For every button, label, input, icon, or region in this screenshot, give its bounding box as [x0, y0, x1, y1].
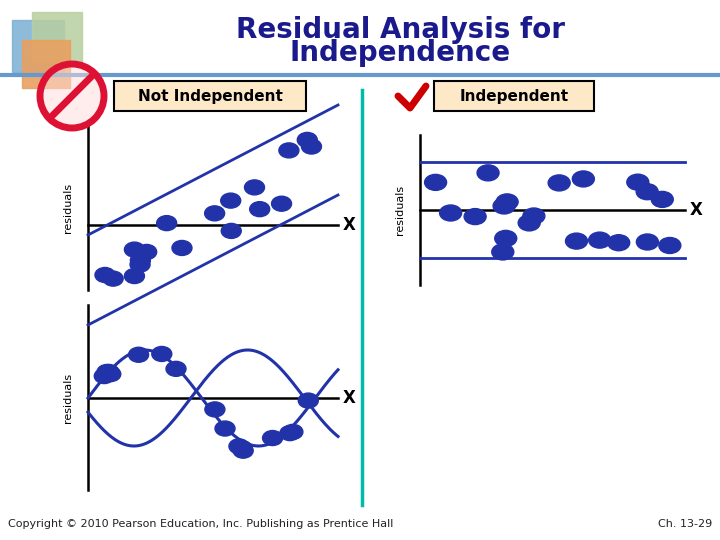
Ellipse shape: [297, 132, 318, 147]
Ellipse shape: [215, 421, 235, 436]
Ellipse shape: [245, 180, 264, 195]
Ellipse shape: [250, 201, 270, 217]
Ellipse shape: [94, 369, 114, 383]
Text: Not Independent: Not Independent: [138, 89, 282, 104]
Ellipse shape: [263, 430, 282, 445]
Ellipse shape: [298, 393, 318, 408]
Ellipse shape: [221, 193, 240, 208]
Text: residuals: residuals: [63, 183, 73, 233]
Ellipse shape: [125, 242, 145, 257]
Ellipse shape: [636, 184, 658, 200]
Text: Residual Analysis for: Residual Analysis for: [235, 16, 564, 44]
Ellipse shape: [496, 194, 518, 210]
Ellipse shape: [518, 215, 540, 231]
Ellipse shape: [636, 234, 658, 250]
Ellipse shape: [608, 235, 630, 251]
Ellipse shape: [233, 441, 252, 456]
Ellipse shape: [166, 361, 186, 376]
Text: X: X: [343, 389, 356, 407]
Ellipse shape: [572, 171, 594, 187]
Ellipse shape: [204, 206, 225, 221]
Bar: [32, 12, 82, 62]
Ellipse shape: [589, 232, 611, 248]
Ellipse shape: [495, 231, 517, 246]
Ellipse shape: [205, 402, 225, 417]
Ellipse shape: [221, 224, 241, 239]
Ellipse shape: [125, 268, 145, 284]
Ellipse shape: [172, 240, 192, 255]
Ellipse shape: [229, 439, 249, 454]
Text: X: X: [343, 216, 356, 234]
FancyBboxPatch shape: [434, 81, 594, 111]
Ellipse shape: [279, 143, 299, 158]
Ellipse shape: [548, 175, 570, 191]
Ellipse shape: [425, 174, 446, 191]
Ellipse shape: [464, 208, 486, 225]
Ellipse shape: [493, 198, 515, 214]
Ellipse shape: [233, 443, 253, 458]
Text: Copyright © 2010 Pearson Education, Inc. Publishing as Prentice Hall: Copyright © 2010 Pearson Education, Inc.…: [8, 519, 393, 529]
Ellipse shape: [137, 245, 157, 259]
Ellipse shape: [627, 174, 649, 190]
Ellipse shape: [101, 367, 121, 382]
Ellipse shape: [152, 347, 172, 361]
Ellipse shape: [130, 257, 150, 272]
Bar: [22, 40, 70, 88]
Ellipse shape: [283, 424, 303, 440]
Ellipse shape: [652, 191, 673, 207]
Ellipse shape: [157, 215, 176, 231]
Ellipse shape: [99, 364, 119, 380]
Ellipse shape: [129, 347, 148, 362]
Ellipse shape: [103, 271, 123, 286]
Text: Independent: Independent: [459, 89, 569, 104]
Text: Independence: Independence: [289, 39, 510, 67]
Text: X: X: [690, 201, 703, 219]
Ellipse shape: [477, 165, 499, 181]
Ellipse shape: [659, 238, 681, 253]
Ellipse shape: [565, 233, 588, 249]
Ellipse shape: [440, 205, 462, 221]
Text: Ch. 13-29: Ch. 13-29: [658, 519, 712, 529]
FancyBboxPatch shape: [114, 81, 306, 111]
Ellipse shape: [523, 208, 545, 224]
Ellipse shape: [271, 196, 292, 211]
Ellipse shape: [95, 267, 115, 282]
Circle shape: [42, 66, 102, 126]
Ellipse shape: [130, 253, 150, 268]
Text: residuals: residuals: [63, 373, 73, 423]
Ellipse shape: [492, 244, 514, 260]
Bar: [12, 20, 64, 72]
Text: residuals: residuals: [395, 185, 405, 235]
Ellipse shape: [97, 364, 117, 380]
Ellipse shape: [280, 426, 300, 441]
Ellipse shape: [302, 139, 321, 154]
